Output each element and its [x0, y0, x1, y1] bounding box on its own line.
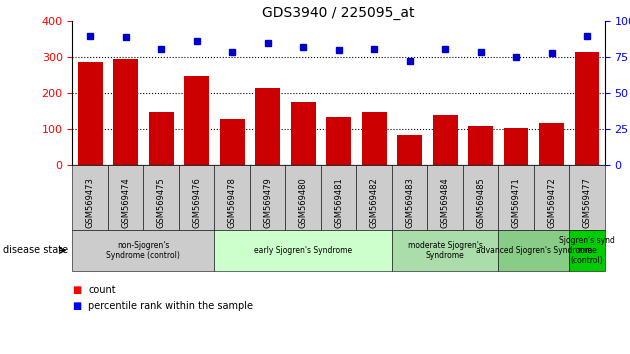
Bar: [149, 112, 174, 165]
Bar: [539, 123, 564, 165]
Bar: [220, 119, 244, 165]
Text: GSM569485: GSM569485: [476, 178, 485, 228]
Text: GSM569473: GSM569473: [86, 177, 94, 228]
Text: GSM569475: GSM569475: [157, 178, 166, 228]
Text: GSM569474: GSM569474: [121, 178, 130, 228]
Text: GSM569478: GSM569478: [227, 177, 237, 228]
Bar: [362, 112, 387, 165]
Text: advanced Sjogren's Syndrome: advanced Sjogren's Syndrome: [476, 246, 592, 255]
Text: disease state: disease state: [3, 245, 68, 256]
Text: GSM569476: GSM569476: [192, 177, 201, 228]
Text: GSM569471: GSM569471: [512, 178, 520, 228]
Text: GSM569481: GSM569481: [334, 178, 343, 228]
Title: GDS3940 / 225095_at: GDS3940 / 225095_at: [262, 6, 415, 20]
Bar: [326, 117, 351, 165]
Text: GSM569472: GSM569472: [547, 178, 556, 228]
Text: GSM569479: GSM569479: [263, 178, 272, 228]
Text: moderate Sjogren's
Syndrome: moderate Sjogren's Syndrome: [408, 241, 483, 260]
Bar: [433, 115, 457, 165]
Text: GSM569483: GSM569483: [405, 177, 414, 228]
Bar: [113, 59, 138, 165]
Bar: [575, 52, 600, 165]
Bar: [184, 76, 209, 165]
Text: count: count: [88, 285, 116, 295]
Text: GSM569484: GSM569484: [440, 178, 450, 228]
Text: GSM569480: GSM569480: [299, 178, 307, 228]
Bar: [290, 102, 316, 165]
Text: GSM569482: GSM569482: [370, 178, 379, 228]
Text: non-Sjogren's
Syndrome (control): non-Sjogren's Syndrome (control): [106, 241, 180, 260]
Text: Sjogren's synd
rome
(control): Sjogren's synd rome (control): [559, 235, 615, 266]
Bar: [468, 126, 493, 165]
Text: percentile rank within the sample: percentile rank within the sample: [88, 301, 253, 311]
Text: ■: ■: [72, 301, 82, 311]
Text: ■: ■: [72, 285, 82, 295]
Bar: [397, 135, 422, 165]
Bar: [255, 87, 280, 165]
Text: early Sjogren's Syndrome: early Sjogren's Syndrome: [254, 246, 352, 255]
Bar: [77, 62, 103, 165]
Bar: [503, 128, 529, 165]
Text: GSM569477: GSM569477: [583, 177, 592, 228]
